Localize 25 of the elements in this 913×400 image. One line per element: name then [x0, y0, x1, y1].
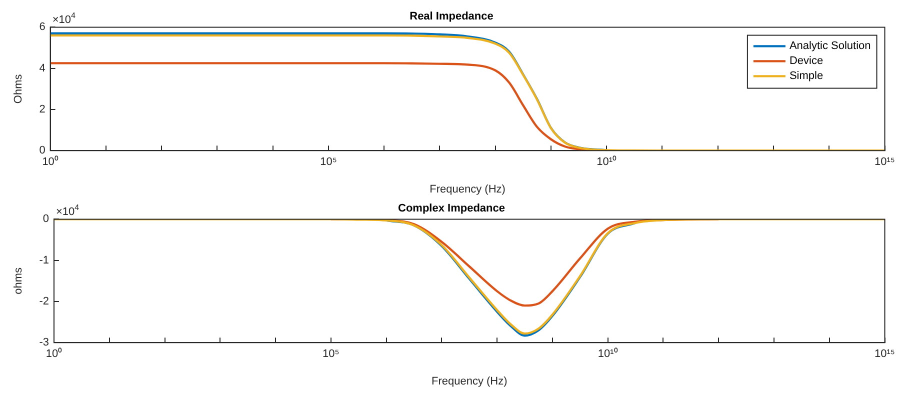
- x-tick-label: 10¹⁵: [874, 348, 896, 360]
- legend-label: Device: [789, 55, 824, 68]
- y-axis-title: ohms: [12, 266, 25, 294]
- x-tick-label: 10⁵: [322, 348, 340, 360]
- legend-label: Simple: [789, 70, 824, 82]
- x-tick-label: 10¹⁵: [874, 156, 896, 168]
- legend-label: Analytic Solution: [789, 40, 871, 52]
- y-tick-label: 6: [39, 21, 46, 34]
- y-axis-title: Ohms: [12, 74, 25, 104]
- y-tick-label: -2: [39, 296, 49, 308]
- y-tick-label: 0: [39, 144, 46, 157]
- x-axis-title: Frequency (Hz): [431, 375, 508, 388]
- x-tick-label: 10¹⁰: [596, 155, 617, 168]
- y-tick-label: 2: [39, 104, 46, 116]
- x-axis-title: Frequency (Hz): [430, 183, 506, 196]
- x-tick-label: 10⁰: [42, 155, 58, 168]
- x-tick-label: 10⁰: [46, 347, 62, 360]
- y-tick-label: -1: [39, 254, 49, 266]
- chart-title: Real Impedance: [410, 10, 494, 23]
- chart-title: Complex Impedance: [398, 202, 505, 215]
- y-tick-label: 0: [42, 213, 49, 226]
- y-tick-label: -3: [39, 336, 49, 349]
- y-tick-label: 4: [39, 62, 46, 74]
- x-tick-label: 10⁵: [320, 156, 337, 168]
- x-tick-label: 10¹⁰: [598, 347, 618, 360]
